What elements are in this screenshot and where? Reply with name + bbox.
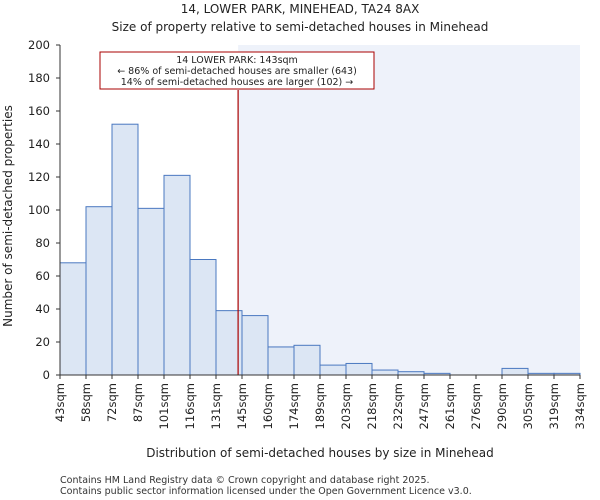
x-tick-label-174sqm: 174sqm bbox=[287, 383, 301, 429]
chart-title-line2: Size of property relative to semi-detach… bbox=[112, 20, 489, 34]
bar-43sqm bbox=[59, 262, 87, 376]
x-tick-label-276sqm: 276sqm bbox=[469, 383, 483, 429]
x-tick-label-131sqm: 131sqm bbox=[209, 383, 223, 429]
bar-116sqm bbox=[189, 259, 217, 376]
annotation-box: 14 LOWER PARK: 143sqm ← 86% of semi-deta… bbox=[99, 51, 375, 90]
y-tick-label-140: 140 bbox=[28, 137, 50, 151]
x-axis-label: Distribution of semi-detached houses by … bbox=[146, 446, 494, 460]
x-tick-label-145sqm: 145sqm bbox=[235, 383, 249, 429]
x-tick-label-189sqm: 189sqm bbox=[313, 383, 327, 429]
annotation-border bbox=[99, 51, 375, 90]
x-tick-label-305sqm: 305sqm bbox=[521, 383, 535, 429]
y-tick-label-20: 20 bbox=[35, 335, 50, 349]
y-tick-label-80: 80 bbox=[35, 236, 50, 250]
bar-101sqm bbox=[163, 174, 191, 376]
bar-72sqm bbox=[111, 123, 139, 376]
y-tick-label-60: 60 bbox=[35, 269, 50, 283]
x-tick-label-101sqm: 101sqm bbox=[157, 383, 171, 429]
y-axis: 0 20 40 60 80 100 120 140 160 180 200 bbox=[28, 38, 61, 382]
footer-line1: Contains HM Land Registry data © Crown c… bbox=[60, 475, 430, 486]
y-axis-label: Number of semi-detached properties bbox=[1, 105, 15, 327]
y-tick-label-0: 0 bbox=[43, 368, 50, 382]
y-tick-label-120: 120 bbox=[28, 170, 50, 184]
bars-group bbox=[59, 123, 581, 376]
x-tick-label-232sqm: 232sqm bbox=[391, 383, 405, 429]
bar-203sqm bbox=[345, 362, 373, 376]
y-tick-label-200: 200 bbox=[28, 38, 50, 52]
x-tick-label-87sqm: 87sqm bbox=[131, 383, 145, 422]
x-tick-label-43sqm: 43sqm bbox=[53, 383, 67, 422]
x-tick-label-72sqm: 72sqm bbox=[105, 383, 119, 422]
x-tick-label-203sqm: 203sqm bbox=[339, 383, 353, 429]
x-tick-label-247sqm: 247sqm bbox=[417, 383, 431, 429]
larger-properties-region bbox=[238, 45, 580, 375]
y-tick-label-100: 100 bbox=[28, 203, 50, 217]
bar-218sqm bbox=[371, 369, 399, 376]
x-tick-label-319sqm: 319sqm bbox=[547, 383, 561, 429]
x-tick-label-290sqm: 290sqm bbox=[495, 383, 509, 429]
bar-174sqm bbox=[293, 344, 321, 376]
annotation-line2: ← 86% of semi-detached houses are smalle… bbox=[117, 66, 357, 77]
bar-189sqm bbox=[319, 364, 347, 376]
bar-145sqm bbox=[241, 315, 269, 376]
x-tick-label-218sqm: 218sqm bbox=[365, 383, 379, 429]
x-tick-label-160sqm: 160sqm bbox=[261, 383, 275, 429]
x-tick-label-58sqm: 58sqm bbox=[79, 383, 93, 422]
x-tick-label-261sqm: 261sqm bbox=[443, 383, 457, 429]
x-tick-label-116sqm: 116sqm bbox=[183, 383, 197, 429]
bar-58sqm bbox=[85, 206, 113, 376]
y-tick-label-40: 40 bbox=[35, 302, 50, 316]
bar-160sqm bbox=[267, 346, 295, 376]
annotation-line1: 14 LOWER PARK: 143sqm bbox=[176, 55, 298, 66]
x-tick-label-334sqm: 334sqm bbox=[573, 383, 587, 429]
y-tick-label-160: 160 bbox=[28, 104, 50, 118]
bar-87sqm bbox=[137, 207, 165, 376]
footer-line2: Contains public sector information licen… bbox=[60, 486, 472, 497]
bar-290sqm bbox=[501, 367, 529, 376]
x-axis: 43sqm 58sqm 72sqm 87sqm 101sqm 116sqm 131sqm 14… bbox=[53, 374, 587, 429]
annotation-line3: 14% of semi-detached houses are larger (… bbox=[121, 77, 354, 88]
chart-title-line1: 14, LOWER PARK, MINEHEAD, TA24 8AX bbox=[181, 2, 420, 16]
y-tick-label-180: 180 bbox=[28, 71, 50, 85]
